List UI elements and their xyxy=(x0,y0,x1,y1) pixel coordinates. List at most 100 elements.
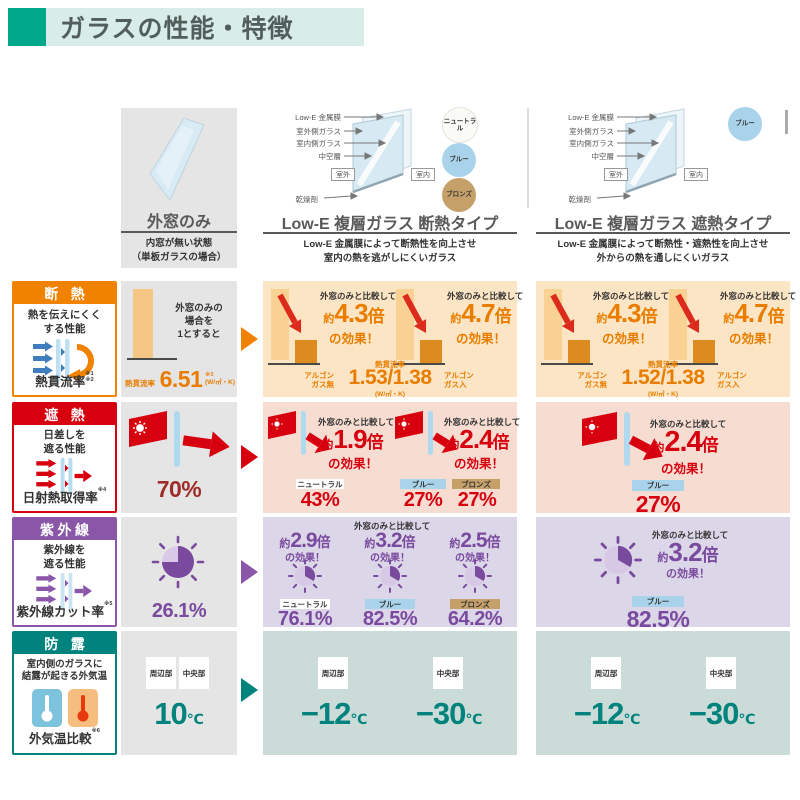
pct-blue: 82.5% xyxy=(362,608,418,630)
row-desc-condensation: 室内側のガラスに 結露が起きる外気温 xyxy=(21,659,108,683)
metric-label: 熱貫流率 xyxy=(375,360,405,369)
insulation-icon xyxy=(33,339,94,382)
row-desc-shading: 日差しを 遮る性能 xyxy=(43,429,86,455)
factor-value: 約2.9倍 xyxy=(279,529,331,552)
row-label-shading: 遮熱 日差しを 遮る性能 日射熱取得率※4 xyxy=(12,402,117,513)
compare-note: 外窓のみと比較して xyxy=(447,291,524,301)
factor-value: 約1.9倍 xyxy=(322,424,384,454)
arrow-right-orange xyxy=(241,327,258,351)
chip-bronze: ブロンズ xyxy=(452,479,500,489)
down-arrow-icon xyxy=(402,293,427,333)
pct-blue: 27% xyxy=(635,491,681,517)
effect-label: の効果！ xyxy=(327,457,378,471)
baseline-metric-value: 6.51 xyxy=(159,366,203,392)
arrow-right-red xyxy=(241,445,258,469)
double-glazing-diagram xyxy=(596,108,685,200)
diagram-label-inner-glass: 室内側ガラス xyxy=(296,139,341,148)
row-label-uv: 紫外線 紫外線を 遮る性能 紫外線カット率※5 xyxy=(12,517,117,627)
metric-label: 熱貫流率 xyxy=(648,360,678,369)
diagram-label-inside: 室内 xyxy=(411,168,435,181)
row-metric-condensation: 外気温比較※6 xyxy=(29,728,100,746)
divider xyxy=(536,232,790,234)
effect-label: の効果！ xyxy=(666,568,710,580)
row-label-insulation: 断熱 熱を伝えにくく する性能 熱貫流率※1 ※2 xyxy=(12,281,117,397)
baseline-uv-value: 26.1% xyxy=(151,600,207,622)
sunlight-deflect-icon xyxy=(268,411,330,455)
insulation-type-insulation-cell xyxy=(263,281,517,397)
effect-label: の効果！ xyxy=(453,457,504,471)
baseline-column-caption: 内窓が無い状態 （単板ガラスの場合） xyxy=(131,238,227,264)
bar-baseline-line xyxy=(393,363,445,365)
compare-note: 外窓のみと比較して xyxy=(354,521,431,531)
uv-block-icon xyxy=(36,572,92,610)
sun-pie-icon xyxy=(594,536,642,584)
factor-value: 約3.2倍 xyxy=(364,529,416,552)
row-header-condensation: 防露 xyxy=(14,633,115,654)
chip-blue: ブルー xyxy=(632,480,684,491)
sun-pie-icon xyxy=(373,559,407,593)
row-desc-uv: 紫外線を 遮る性能 xyxy=(43,544,86,570)
divider xyxy=(121,231,237,233)
metric-value: 1.53/1.38 xyxy=(348,366,432,389)
warm-thermometer-icon xyxy=(68,689,98,727)
effect-label: の効果！ xyxy=(601,332,652,346)
argon-left-label: アルゴン ガス無 xyxy=(577,371,607,389)
effect-label: の効果！ xyxy=(455,553,495,564)
sun-block-icon xyxy=(36,457,92,495)
diagram-label-inside: 室内 xyxy=(684,168,708,181)
compare-note: 外窓のみと比較して xyxy=(320,291,397,301)
chip-blue: ブルー xyxy=(365,599,415,609)
bar-baseline-line xyxy=(666,363,718,365)
factor-value: 約4.3倍 xyxy=(323,298,385,328)
pct-blue: 82.5% xyxy=(626,606,690,632)
label-center: 中央部 xyxy=(706,657,736,689)
row-label-condensation: 防露 室内側のガラスに 結露が起きる外気温 外気温比較※6 xyxy=(12,631,117,755)
insulation-column-title: Low-E 複層ガラス 断熱タイプ xyxy=(281,216,499,233)
pct-neutral: 76.1% xyxy=(277,608,333,630)
argon-right-label: アルゴン ガス入 xyxy=(444,371,474,389)
compare-note: 外窓のみと比較して xyxy=(652,530,729,540)
factor-value: 約2.5倍 xyxy=(449,529,501,552)
baseline-note: 外窓のみの 場合を 1とすると xyxy=(175,303,223,340)
shading-type-uv-cell xyxy=(536,517,790,627)
label-edge: 周辺部 xyxy=(318,657,348,689)
cold-thermometer-icon xyxy=(32,689,62,727)
down-arrow-icon xyxy=(675,293,700,333)
effect-label: の効果！ xyxy=(285,553,325,564)
label-center: 中央部 xyxy=(433,657,463,689)
arrow-right-teal xyxy=(241,678,258,702)
diagram-label-cavity: 中空層 xyxy=(591,152,615,161)
baseline-column-title: 外窓のみ xyxy=(146,214,211,231)
shading-column-caption: Low-E 金属膜によって断熱性・遮熱性を向上させ 外からの熱を通しにくいガラス xyxy=(557,239,769,265)
factor-value: 約4.7倍 xyxy=(723,298,785,328)
diagram-label-film: Low-E 金属膜 xyxy=(295,113,341,122)
diagram-label-desiccant: 乾燥剤 xyxy=(295,195,319,204)
diagram-label-outer-glass: 室外側ガラス xyxy=(569,127,614,136)
factor-value: 約4.3倍 xyxy=(596,298,658,328)
metric-unit: (W/㎡・K) xyxy=(648,391,678,398)
chip-neutral: ニュートラル xyxy=(280,599,330,609)
pct-bronze: 64.2% xyxy=(447,608,503,630)
chip-bronze: ブロンズ xyxy=(450,599,500,609)
effect-label: の効果！ xyxy=(370,553,410,564)
factor-value: 約2.4倍 xyxy=(653,426,719,458)
down-arrow-icon xyxy=(277,293,302,333)
baseline-condensation-cell xyxy=(121,631,237,755)
label-edge: 周辺部 xyxy=(591,657,621,689)
insulation-column-caption: Low-E 金属膜によって断熱性を向上させ 室内の熱を逃がしにくいガラス xyxy=(303,239,477,265)
chip-blue: ブルー xyxy=(400,479,446,489)
sunlight-deflect-icon xyxy=(582,412,663,466)
sunlight-deflect-icon xyxy=(395,411,457,455)
edge-divider-line xyxy=(785,110,788,134)
pct-blue: 27% xyxy=(403,489,443,511)
label-center: 中央部 xyxy=(179,657,209,689)
edge-temp-value: −12℃ xyxy=(573,696,641,731)
row-desc-insulation: 熱を伝えにくく する性能 xyxy=(27,309,102,335)
mini-bar-short xyxy=(693,340,715,364)
bar-baseline-line xyxy=(541,363,593,365)
compare-note: 外窓のみと比較して xyxy=(650,419,727,429)
effect-label: の効果！ xyxy=(728,332,779,346)
diagram-label-outside: 室外 xyxy=(331,168,355,181)
compare-note: 外窓のみと比較して xyxy=(593,291,670,301)
swatch-blue: ブルー xyxy=(728,107,762,141)
